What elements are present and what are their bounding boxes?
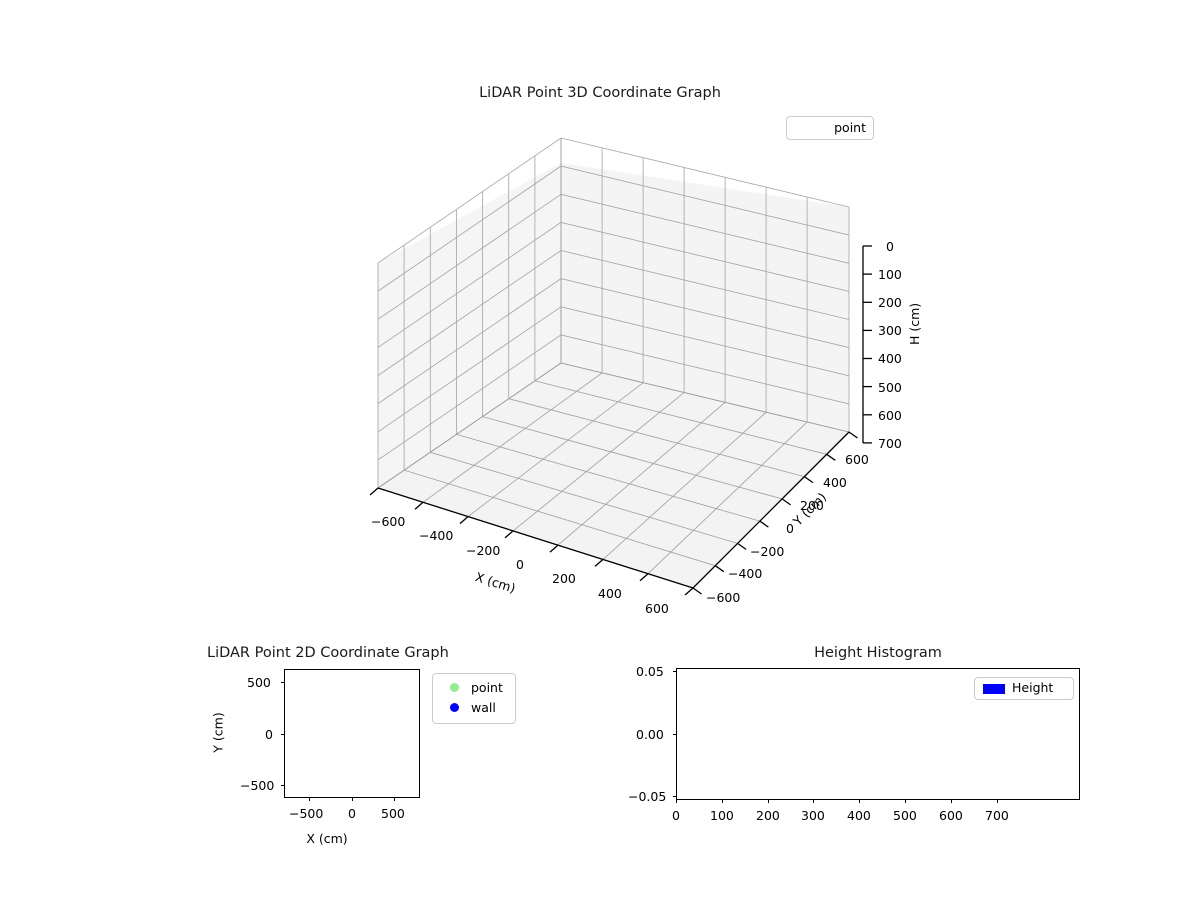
x-tickmark-hist [997, 799, 999, 803]
legend-3d[interactable]: point [786, 116, 874, 140]
chart-title-2d: LiDAR Point 2D Coordinate Graph [207, 645, 449, 661]
x-tickmark-hist [722, 799, 724, 803]
z-tick-label-3d: 600 [878, 408, 902, 423]
y-tick-label-2d: −500 [240, 778, 275, 793]
x-tick-label-3d: 0 [516, 557, 524, 572]
x-tickmark-2d [394, 797, 396, 801]
x-tick-label-hist: 500 [893, 808, 917, 823]
pane-floor [378, 363, 849, 588]
y-tick-label-3d: 600 [845, 452, 869, 467]
y-axis-spine [692, 431, 858, 595]
x-tick-label-hist: 300 [801, 808, 825, 823]
y-tickmark-hist [672, 671, 676, 673]
x-tickmark-hist [951, 799, 953, 803]
axes3d-canvas[interactable] [300, 110, 920, 630]
y-tick-label-3d: −600 [706, 590, 741, 605]
pane-back-wall [561, 163, 849, 432]
y-tickmark-2d [280, 785, 284, 787]
y-tickmark-hist [672, 796, 676, 798]
x-tick-label-hist: 700 [985, 808, 1009, 823]
legend-2d-label-wall: wall [471, 700, 496, 715]
chart-title-3d: LiDAR Point 3D Coordinate Graph [479, 85, 721, 101]
x-tick-label-2d: 500 [381, 806, 405, 821]
x-tick-label-3d: −600 [371, 514, 406, 529]
wall-marker-icon [450, 703, 459, 712]
legend-3d-label-point: point [834, 120, 866, 135]
x-tick-label-3d: −200 [466, 543, 501, 558]
x-tick-label-hist: 200 [756, 808, 780, 823]
y-tick-label-3d: 200 [800, 498, 824, 513]
y-tick-label-3d: −200 [750, 544, 785, 559]
x-tick-label-3d: 400 [598, 586, 622, 601]
y-tickmark-hist [672, 733, 676, 735]
x-tick-label-hist: 100 [710, 808, 734, 823]
x-tickmark-2d [351, 797, 353, 801]
z-axis-spine [862, 245, 872, 444]
x-tick-label-hist: 400 [847, 808, 871, 823]
z-tick-label-3d: 100 [878, 267, 902, 282]
legend-histogram[interactable]: Height [974, 677, 1074, 700]
x-axis-spine [369, 487, 694, 596]
legend-2d-entry-wall[interactable]: wall [433, 698, 515, 718]
z-tick-label-3d: 300 [878, 323, 902, 338]
point-marker-icon [450, 683, 459, 692]
axes3d-svg [369, 137, 872, 596]
y-tick-label-3d: −400 [728, 566, 763, 581]
z-tick-label-3d: 500 [878, 380, 902, 395]
y-tick-label-hist: 0.00 [636, 727, 664, 742]
x-tick-label-2d: −500 [289, 806, 324, 821]
y-tickmark-2d [280, 733, 284, 735]
y-tickmark-2d [280, 682, 284, 684]
z-axis-label-3d: H (cm) [907, 302, 922, 345]
height-color-swatch [983, 684, 1005, 694]
x-tickmark-hist [768, 799, 770, 803]
z-tick-label-3d: 200 [878, 295, 902, 310]
z-tick-label-3d: 0 [886, 239, 894, 254]
back-wall-gridlines [560, 137, 850, 433]
legend-2d-label-point: point [471, 680, 503, 695]
z-tick-label-3d: 400 [878, 351, 902, 366]
z-tick-label-3d: 700 [878, 436, 902, 451]
y-tick-label-2d: 0 [265, 727, 273, 742]
x-tick-label-hist: 600 [939, 808, 963, 823]
y-tick-label-hist: −0.05 [628, 789, 667, 804]
x-tickmark-hist [813, 799, 815, 803]
y-tick-label-2d: 500 [247, 675, 271, 690]
x-tickmark-hist [905, 799, 907, 803]
x-tick-label-2d: 0 [348, 806, 356, 821]
y-tick-label-3d: 0 [786, 521, 794, 536]
x-tickmark-hist [676, 799, 678, 803]
legend-2d[interactable]: point wall [432, 673, 516, 724]
y-tick-label-3d: 400 [823, 475, 847, 490]
x-tick-label-3d: 200 [552, 571, 576, 586]
legend-histogram-label-height: Height [1012, 680, 1054, 695]
x-tickmark-2d [309, 797, 311, 801]
pane-left-wall [378, 163, 561, 488]
x-tick-label-hist: 0 [672, 808, 680, 823]
legend-2d-entry-point[interactable]: point [433, 678, 515, 698]
axes2d-plot-area[interactable] [284, 669, 420, 798]
x-tick-label-3d: 600 [645, 601, 669, 616]
x-tick-label-3d: −400 [419, 528, 454, 543]
left-wall-gridlines [377, 137, 562, 489]
y-axis-label-2d: Y (cm) [210, 712, 226, 753]
y-tick-label-hist: 0.05 [636, 664, 664, 679]
x-axis-label-2d: X (cm) [306, 831, 348, 846]
x-tickmark-hist [859, 799, 861, 803]
chart-title-histogram: Height Histogram [814, 645, 942, 661]
